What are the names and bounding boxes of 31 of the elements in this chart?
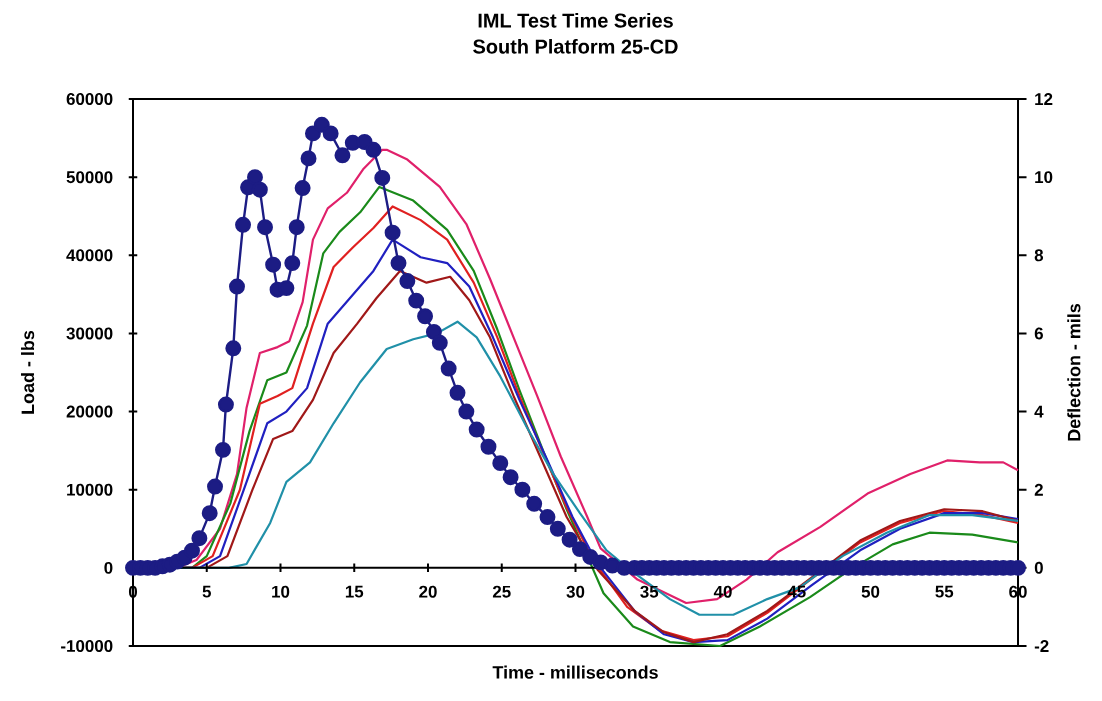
y2-tick-label: 0: [1034, 561, 1043, 574]
y2-tick-label: 6: [1034, 327, 1043, 340]
x-tick-label: 5: [202, 585, 211, 598]
y-tick-label: 60000: [66, 93, 113, 105]
y-tick-label: 50000: [66, 171, 113, 184]
x-tick-label: 15: [345, 585, 364, 598]
y-tick-label: 30000: [66, 327, 113, 340]
y-tick-label: 0: [104, 561, 113, 574]
x-tick-label: 55: [935, 585, 954, 598]
y-tick-label: 40000: [66, 249, 113, 262]
x-tick-label: 20: [419, 585, 437, 598]
y2-tick-label: 10: [1035, 171, 1053, 184]
x-tick-label: 45: [787, 585, 806, 598]
y-axis-title: Load - lbs: [20, 330, 35, 414]
x-tick-label: 35: [640, 585, 659, 598]
x-axis-title: Time - milliseconds: [492, 665, 658, 679]
y-tick-label: 10000: [67, 483, 113, 496]
y2-tick-label: 12: [1035, 93, 1053, 105]
y2-tick-label: -2: [1034, 640, 1049, 652]
y2-tick-label: 8: [1034, 249, 1044, 262]
x-tick-label: 30: [566, 585, 585, 598]
y2-tick-label: 4: [1034, 405, 1044, 418]
chart-title: IML Test Time Series: [478, 13, 673, 28]
y-tick-label: 20000: [66, 405, 113, 418]
y2-tick-label: 2: [1034, 483, 1043, 496]
chart-subtitle: South Platform 25-CD: [473, 39, 678, 54]
x-tick-label: 25: [492, 585, 511, 598]
y2-axis-title: Deflection - mils: [1067, 303, 1081, 441]
y-tick-label: -10000: [61, 640, 113, 652]
x-tick-label: 50: [861, 585, 880, 598]
x-tick-label: 10: [272, 585, 290, 598]
